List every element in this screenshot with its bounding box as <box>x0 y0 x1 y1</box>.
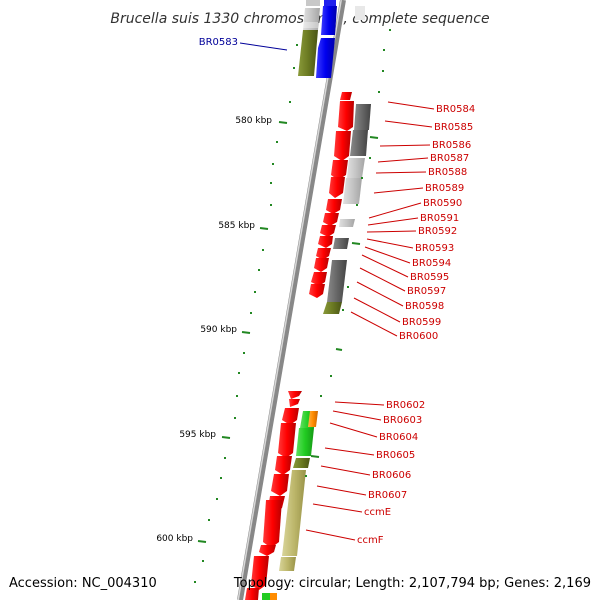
cds-cluster-lower <box>245 391 302 600</box>
cds-arrow <box>338 101 354 131</box>
scale-labels: 580 kbp 585 kbp 590 kbp 595 kbp 600 kbp <box>156 116 272 544</box>
cds-arrow <box>288 391 302 399</box>
gene-label: BR0597 <box>407 286 446 297</box>
cds-arrow <box>289 399 300 407</box>
cds-arrow <box>314 258 329 272</box>
gene-label: BR0604 <box>379 432 418 443</box>
tick-marks <box>194 29 391 583</box>
cds-arrow <box>278 423 296 458</box>
cds-arrow <box>259 545 276 556</box>
cds-arrow <box>251 556 269 590</box>
blast-hit-block <box>321 6 337 35</box>
cds-arrow <box>245 588 259 600</box>
cds-arrow <box>340 92 352 100</box>
scale-label-580: 580 kbp <box>235 116 272 126</box>
cds-arrow <box>311 272 327 286</box>
gene-label: BR0600 <box>399 331 438 342</box>
gene-label-left: BR0583 <box>199 37 288 51</box>
gene-label: BR0591 <box>420 213 459 224</box>
gene-label: BR0606 <box>372 470 411 481</box>
cds-arrow <box>318 236 333 248</box>
cds-cluster-upper <box>309 92 354 298</box>
gene-label: BR0594 <box>412 258 451 269</box>
gene-label: BR0592 <box>418 226 457 237</box>
gene-label: BR0586 <box>432 140 471 151</box>
scale-label-585: 585 kbp <box>218 221 255 231</box>
gene-label: BR0595 <box>410 272 449 283</box>
gene-label: BR0584 <box>436 104 475 115</box>
cds-arrow <box>271 474 289 496</box>
cds-arrow <box>316 248 331 260</box>
gene-label: BR0598 <box>405 301 444 312</box>
gene-label-leaders <box>305 101 435 541</box>
cds-arrow <box>320 225 336 237</box>
blast-hit-arrow <box>316 38 335 78</box>
faint-top-features <box>306 0 365 20</box>
topology-info-text: Topology: circular; Length: 2,107,794 bp… <box>233 576 591 591</box>
gene-label: BR0605 <box>376 450 415 461</box>
olive-feature-block <box>298 30 318 76</box>
backbone-line <box>237 0 346 600</box>
gene-label: BR0589 <box>425 183 464 194</box>
cds-arrow <box>275 456 292 475</box>
gene-label: BR0587 <box>430 153 469 164</box>
gene-label: ccmF <box>357 535 384 546</box>
cds-arrow <box>263 500 282 548</box>
blast-blocks-upper <box>323 104 371 314</box>
scale-label-595: 595 kbp <box>179 430 216 440</box>
cds-arrow <box>323 213 339 226</box>
gene-label: BR0585 <box>434 122 473 133</box>
feature-blocks-br0583 <box>298 6 337 78</box>
gene-label: ccmE <box>364 507 391 518</box>
gene-label: BR0588 <box>428 167 467 178</box>
gene-label: BR0593 <box>415 243 454 254</box>
light-feature-block <box>303 8 320 30</box>
scale-label-600: 600 kbp <box>156 534 193 544</box>
gene-label: BR0607 <box>368 490 407 501</box>
gene-label-br0583: BR0583 <box>199 37 238 48</box>
cds-arrow <box>326 199 342 214</box>
scale-label-590: 590 kbp <box>200 325 237 335</box>
cds-arrow <box>282 408 299 425</box>
gene-label: BR0602 <box>386 400 425 411</box>
gene-label: BR0599 <box>402 317 441 328</box>
blast-blocks-lower <box>262 411 318 600</box>
cds-arrow <box>329 177 345 198</box>
cds-arrow <box>309 284 325 298</box>
gene-label: BR0603 <box>383 415 422 426</box>
map-title: Brucella suis 1330 chromosome I, complet… <box>110 11 489 27</box>
gene-label: BR0590 <box>423 198 462 209</box>
cds-arrow <box>334 131 351 161</box>
gene-labels-right: BR0584 BR0585 BR0586 BR0587 BR0588 BR058… <box>357 104 475 546</box>
accession-text: Accession: NC_004310 <box>9 576 157 591</box>
cds-arrow <box>331 160 348 180</box>
